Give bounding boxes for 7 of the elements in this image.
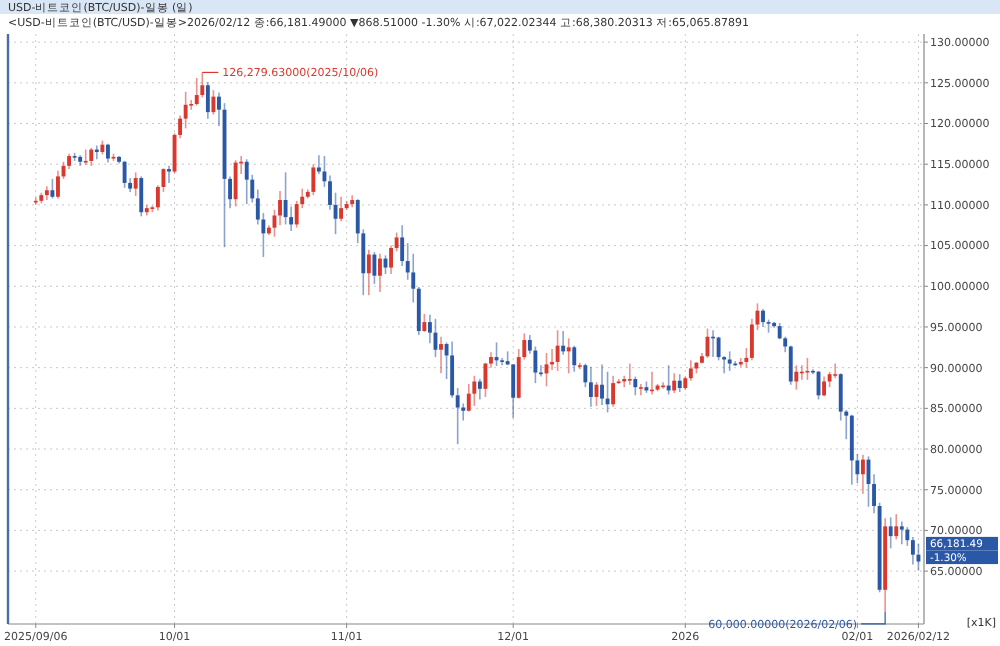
candlestick [461, 402, 466, 422]
candlestick [189, 99, 194, 111]
candlestick [833, 362, 838, 380]
candlestick [722, 355, 727, 375]
candlestick [638, 383, 643, 397]
candlestick [83, 148, 88, 166]
candlestick [167, 165, 171, 184]
